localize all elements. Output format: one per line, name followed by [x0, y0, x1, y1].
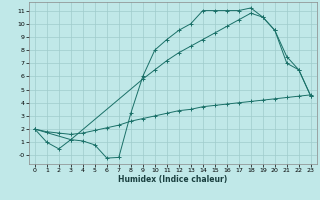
X-axis label: Humidex (Indice chaleur): Humidex (Indice chaleur) [118, 175, 228, 184]
